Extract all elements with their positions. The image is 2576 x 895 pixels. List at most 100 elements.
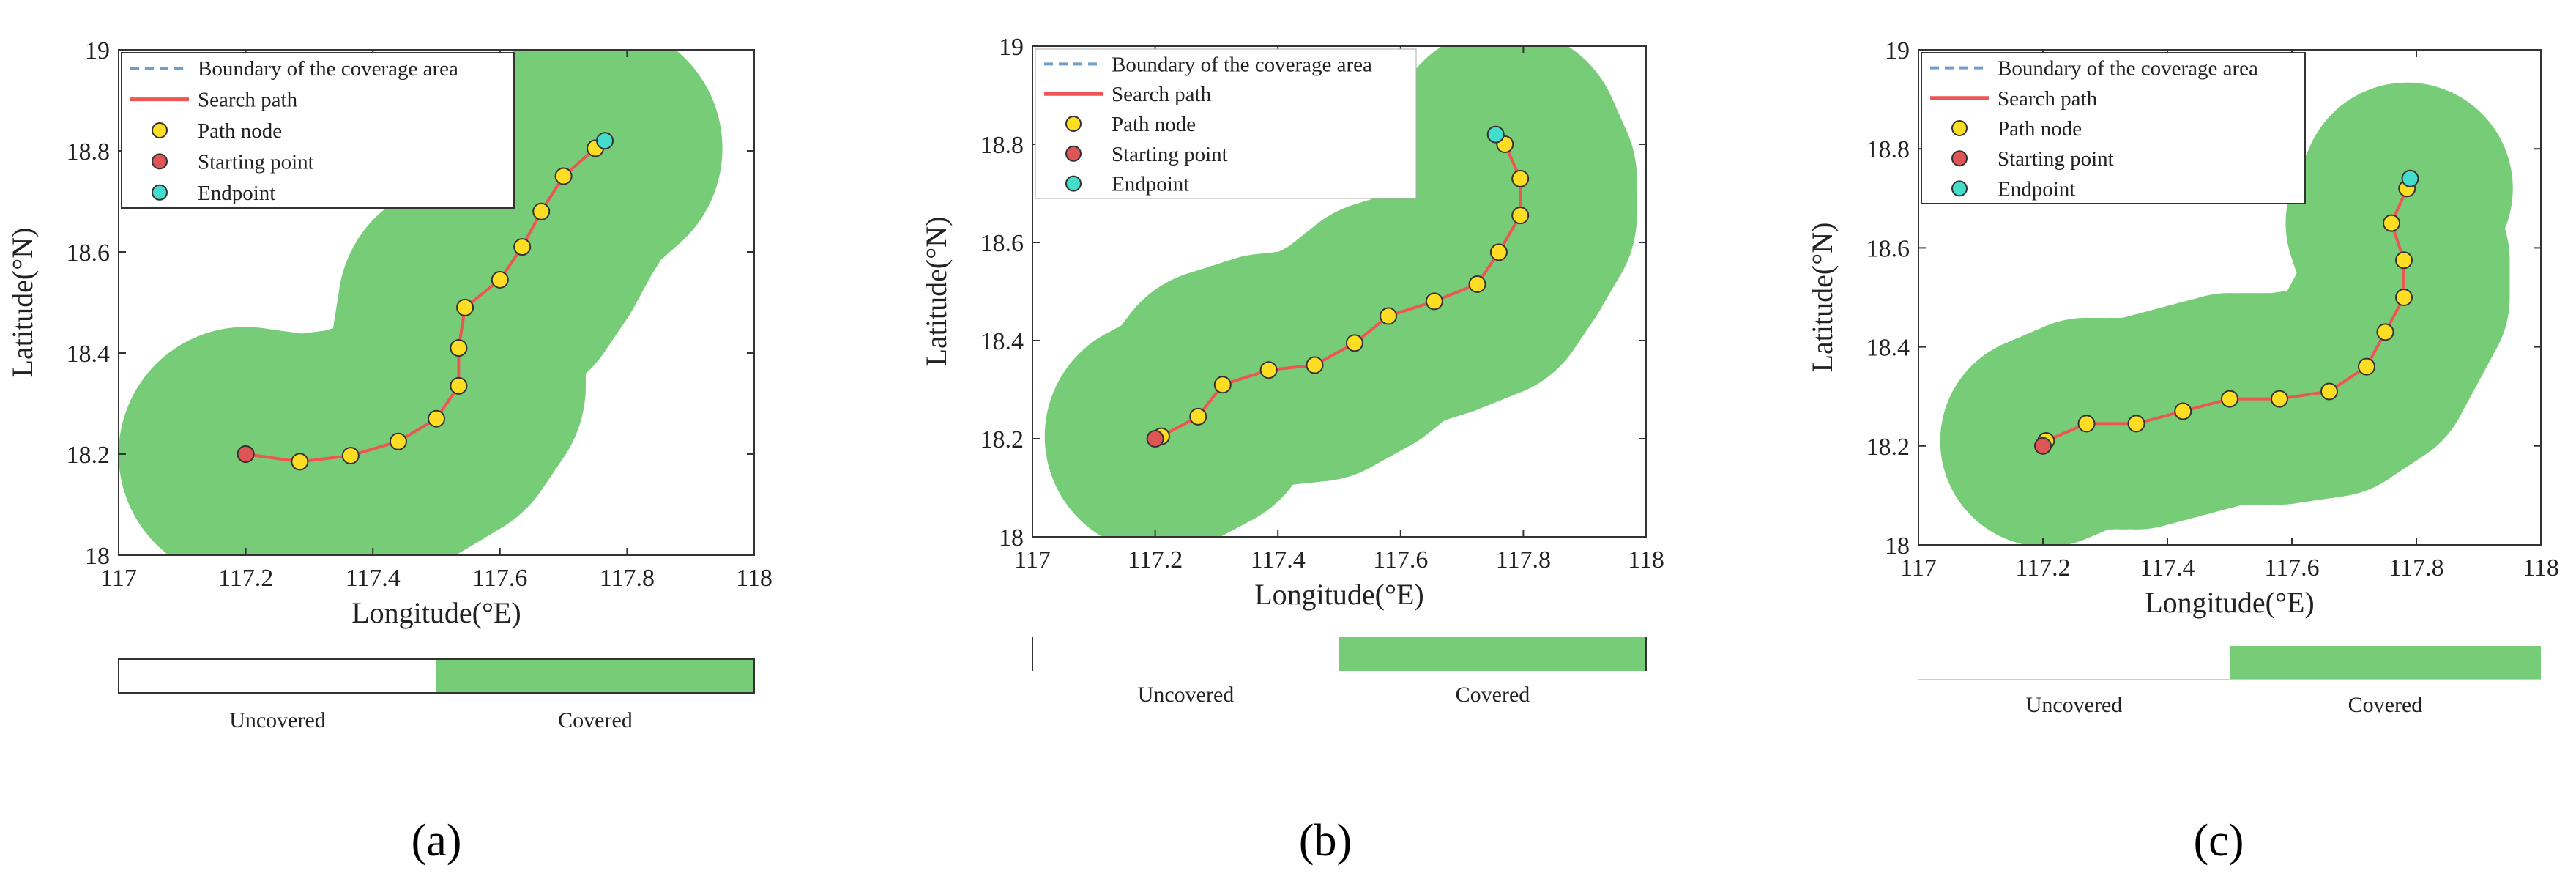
path-node — [2376, 323, 2394, 341]
starting-point — [2034, 437, 2052, 455]
legend-search-path: Search path — [1044, 83, 1212, 106]
legend-label: Starting point — [1998, 147, 2114, 171]
x-tick-label: 117.4 — [2140, 554, 2195, 582]
legend: Boundary of the coverage area Search pat… — [121, 52, 515, 209]
path-node — [389, 432, 407, 450]
path-node — [450, 339, 468, 357]
path-node — [1345, 334, 1363, 352]
y-tick-label: 18.2 — [1866, 434, 1910, 461]
x-axis-label: Longitude(°E) — [351, 596, 521, 629]
path-node — [491, 270, 509, 289]
path-node — [2077, 415, 2096, 433]
panel-caption: (a) — [412, 816, 462, 866]
path-node — [428, 409, 445, 428]
x-tick-label: 117.6 — [1373, 546, 1428, 573]
y-tick-label: 18.6 — [67, 239, 111, 267]
legend-search-path: Search path — [130, 89, 298, 112]
path-node — [2383, 214, 2400, 232]
legend-label: Boundary of the coverage area — [1112, 53, 1372, 76]
y-tick-label: 18.8 — [67, 138, 111, 166]
y-tick-label: 18.2 — [980, 426, 1024, 453]
legend-label: Endpoint — [198, 182, 275, 205]
y-tick-label: 18 — [999, 524, 1024, 552]
legend-starting-point: Starting point — [1065, 143, 1228, 166]
path-node — [1213, 376, 1232, 394]
path-node — [1511, 169, 1530, 187]
x-tick-label: 117.2 — [1128, 546, 1183, 573]
path-node — [2395, 289, 2413, 306]
y-tick-label: 18 — [1885, 532, 1910, 560]
legend-boundary: Boundary of the coverage area — [130, 57, 458, 81]
panel-caption: (b) — [1299, 816, 1352, 866]
colorbar-covered — [436, 659, 754, 693]
path-node — [450, 376, 468, 395]
colorbar-label-uncovered: Uncovered — [229, 708, 326, 732]
panel-caption: (c) — [2194, 816, 2244, 866]
coverage-disc — [1392, 46, 1626, 270]
legend-path-node: Path node — [1065, 113, 1196, 136]
path-node — [2174, 402, 2192, 420]
legend-starting-point: Starting point — [152, 150, 314, 174]
y-tick-label: 19 — [85, 37, 110, 64]
legend-path-node: Path node — [1951, 117, 2082, 141]
x-tick-label: 117 — [100, 565, 137, 592]
path-node — [2358, 357, 2375, 376]
legend-endpoint: Endpoint — [1065, 173, 1189, 196]
x-tick-label: 117.6 — [2264, 554, 2319, 582]
colorbar-label-uncovered: Uncovered — [1138, 683, 1235, 707]
y-tick-label: 18 — [85, 543, 110, 570]
legend-boundary: Boundary of the coverage area — [1044, 53, 1372, 76]
coverage-disc — [460, 50, 715, 283]
legend-starting-point: Starting point — [1951, 147, 2114, 171]
colorbar-covered — [1339, 637, 1646, 671]
x-tick-label: 118 — [1628, 546, 1664, 573]
x-axis-label: Longitude(°E) — [1254, 578, 1423, 611]
endpoint — [2401, 169, 2419, 187]
path-node — [2395, 251, 2413, 270]
path-node — [1259, 361, 1278, 379]
endpoint — [596, 132, 614, 150]
legend-search-path: Search path — [1930, 87, 2098, 111]
x-tick-label: 117.4 — [1251, 546, 1306, 573]
path-node — [1189, 407, 1207, 426]
plot-frame — [118, 49, 755, 556]
panel-b: 117 117.2 117.4 117.6 117.8 118 18 18.2 18.4 18.6… — [920, 34, 1664, 866]
legend-label: Boundary of the coverage area — [198, 57, 458, 81]
path-node — [1425, 292, 1443, 311]
legend-endpoint: Endpoint — [1951, 177, 2075, 201]
colorbar-uncovered — [119, 659, 436, 693]
y-tick-label: 18.4 — [980, 328, 1024, 355]
x-tick-label: 118 — [2523, 554, 2559, 582]
legend-label: Search path — [198, 89, 298, 112]
y-tick-label: 19 — [999, 34, 1024, 61]
x-axis-label: Longitude(°E) — [2145, 586, 2314, 619]
x-tick-label: 117.8 — [1496, 546, 1551, 573]
colorbar-label-uncovered: Uncovered — [2026, 693, 2123, 717]
legend-label: Boundary of the coverage area — [1998, 57, 2258, 81]
x-tick-label: 117.6 — [472, 565, 527, 592]
legend: Boundary of the coverage area Search pat… — [1921, 52, 2306, 204]
legend: Boundary of the coverage area Search pat… — [1035, 48, 1417, 199]
x-tick-label: 117.8 — [2389, 554, 2443, 582]
plot-frame — [1918, 49, 2542, 546]
path-node — [2271, 390, 2288, 408]
legend-label: Search path — [1998, 87, 2098, 111]
x-tick-label: 118 — [736, 565, 773, 592]
panel-a: 117 117.2 117.4 117.6 117.8 118 18 18.2 18.4 18.6… — [6, 37, 773, 866]
path-node — [341, 447, 360, 465]
colorbar: Uncovered Covered — [118, 658, 755, 732]
x-tick-label: 117 — [1014, 546, 1051, 573]
path-node — [1468, 275, 1486, 293]
starting-point — [1146, 430, 1164, 448]
path-node — [291, 453, 309, 471]
path-node — [1380, 307, 1398, 325]
colorbar-label-covered: Covered — [1456, 683, 1530, 707]
path-node — [456, 298, 474, 316]
legend-path-node: Path node — [152, 119, 282, 143]
legend-label: Starting point — [198, 150, 314, 174]
path-node — [1489, 243, 1508, 261]
colorbar-uncovered — [1032, 637, 1339, 671]
legend-label: Search path — [1112, 83, 1212, 106]
legend-label: Endpoint — [1998, 177, 2075, 201]
